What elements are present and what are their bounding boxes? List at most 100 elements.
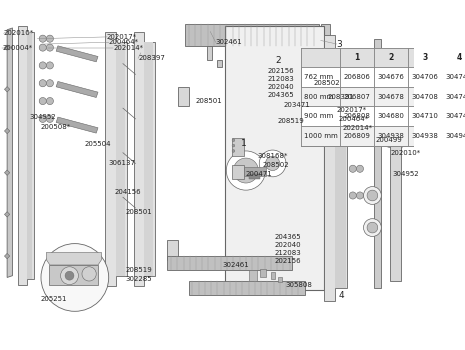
Circle shape <box>39 80 46 87</box>
Bar <box>276 115 285 126</box>
Polygon shape <box>56 82 98 98</box>
Text: 202040: 202040 <box>267 84 294 90</box>
Polygon shape <box>105 32 126 286</box>
Circle shape <box>232 139 235 142</box>
Text: 200471: 200471 <box>246 171 272 177</box>
Text: 3: 3 <box>337 40 343 49</box>
Bar <box>225 67 228 78</box>
Text: 304744: 304744 <box>445 113 465 119</box>
Text: 200464*: 200464* <box>339 116 369 122</box>
Circle shape <box>226 151 266 190</box>
Polygon shape <box>365 99 403 115</box>
Circle shape <box>356 85 364 92</box>
Circle shape <box>65 271 74 280</box>
Polygon shape <box>374 39 381 288</box>
Text: 202156: 202156 <box>267 68 294 74</box>
Circle shape <box>39 98 46 105</box>
Polygon shape <box>365 64 403 80</box>
Text: 1: 1 <box>240 139 246 148</box>
Text: 302461: 302461 <box>216 39 242 45</box>
Bar <box>307 79 318 92</box>
Text: 304676: 304676 <box>378 74 405 80</box>
Text: 304952: 304952 <box>392 171 418 177</box>
Circle shape <box>46 98 53 105</box>
Circle shape <box>41 244 109 311</box>
Circle shape <box>356 112 364 119</box>
Text: 200508*: 200508* <box>40 124 70 130</box>
Circle shape <box>39 62 46 69</box>
Polygon shape <box>5 45 10 50</box>
Circle shape <box>266 156 280 170</box>
Polygon shape <box>5 170 10 175</box>
Text: 202040: 202040 <box>274 243 301 248</box>
Text: 206807: 206807 <box>344 93 371 100</box>
Text: 308168*: 308168* <box>258 153 288 159</box>
Circle shape <box>299 80 303 83</box>
Polygon shape <box>27 32 32 279</box>
Text: 208502: 208502 <box>313 80 340 86</box>
Circle shape <box>349 85 356 92</box>
Circle shape <box>356 58 364 65</box>
Text: 203471: 203471 <box>283 102 310 107</box>
Text: 202014*: 202014* <box>113 44 143 51</box>
Polygon shape <box>365 135 403 151</box>
Bar <box>225 26 324 290</box>
Circle shape <box>39 115 46 122</box>
Text: 208519: 208519 <box>126 267 153 273</box>
Text: 202014*: 202014* <box>343 125 373 131</box>
Bar <box>232 139 244 156</box>
Text: 206809: 206809 <box>344 133 371 139</box>
Text: 208519: 208519 <box>278 118 305 124</box>
Text: 200464*: 200464* <box>109 39 139 45</box>
Circle shape <box>349 58 356 65</box>
Text: 206806: 206806 <box>344 74 371 80</box>
Text: 200004*: 200004* <box>2 44 33 51</box>
Bar <box>278 276 281 282</box>
Text: 4: 4 <box>339 291 344 300</box>
Text: 4: 4 <box>456 53 461 62</box>
Text: 202017*: 202017* <box>107 34 137 40</box>
Text: 202156: 202156 <box>274 258 301 264</box>
Circle shape <box>39 44 46 51</box>
Text: 304952: 304952 <box>29 114 56 120</box>
Circle shape <box>349 165 356 172</box>
Circle shape <box>367 222 378 233</box>
Text: 304706: 304706 <box>412 74 438 80</box>
Polygon shape <box>46 252 101 265</box>
Text: 304742: 304742 <box>445 74 465 80</box>
Bar <box>260 268 266 278</box>
Polygon shape <box>324 35 347 301</box>
Bar <box>249 270 257 281</box>
Text: 212083: 212083 <box>274 250 301 257</box>
Text: 900 mm: 900 mm <box>304 113 333 119</box>
Text: 212083: 212083 <box>267 76 294 82</box>
Text: 200499: 200499 <box>376 137 403 143</box>
Circle shape <box>46 62 53 69</box>
Text: 304938: 304938 <box>378 133 405 139</box>
Text: 205251: 205251 <box>40 296 66 302</box>
Text: 1000 mm: 1000 mm <box>304 133 338 139</box>
Text: 205504: 205504 <box>85 141 111 147</box>
Polygon shape <box>49 265 98 285</box>
Bar <box>232 69 235 87</box>
Polygon shape <box>332 74 355 89</box>
Polygon shape <box>116 42 125 276</box>
Circle shape <box>46 44 53 51</box>
Polygon shape <box>186 25 319 46</box>
Text: 306137: 306137 <box>109 160 136 166</box>
Text: 302461: 302461 <box>223 262 250 268</box>
Bar <box>280 99 289 112</box>
Text: 304680: 304680 <box>378 113 405 119</box>
Circle shape <box>233 158 259 183</box>
Circle shape <box>46 115 53 122</box>
Circle shape <box>367 190 378 201</box>
Bar <box>301 48 465 146</box>
Text: 304940: 304940 <box>445 133 465 139</box>
Bar <box>232 165 244 180</box>
Text: 305808: 305808 <box>285 282 312 288</box>
Bar <box>271 272 275 279</box>
Polygon shape <box>7 28 13 278</box>
Circle shape <box>349 139 356 146</box>
Circle shape <box>364 187 381 204</box>
Text: 304938: 304938 <box>412 133 438 139</box>
